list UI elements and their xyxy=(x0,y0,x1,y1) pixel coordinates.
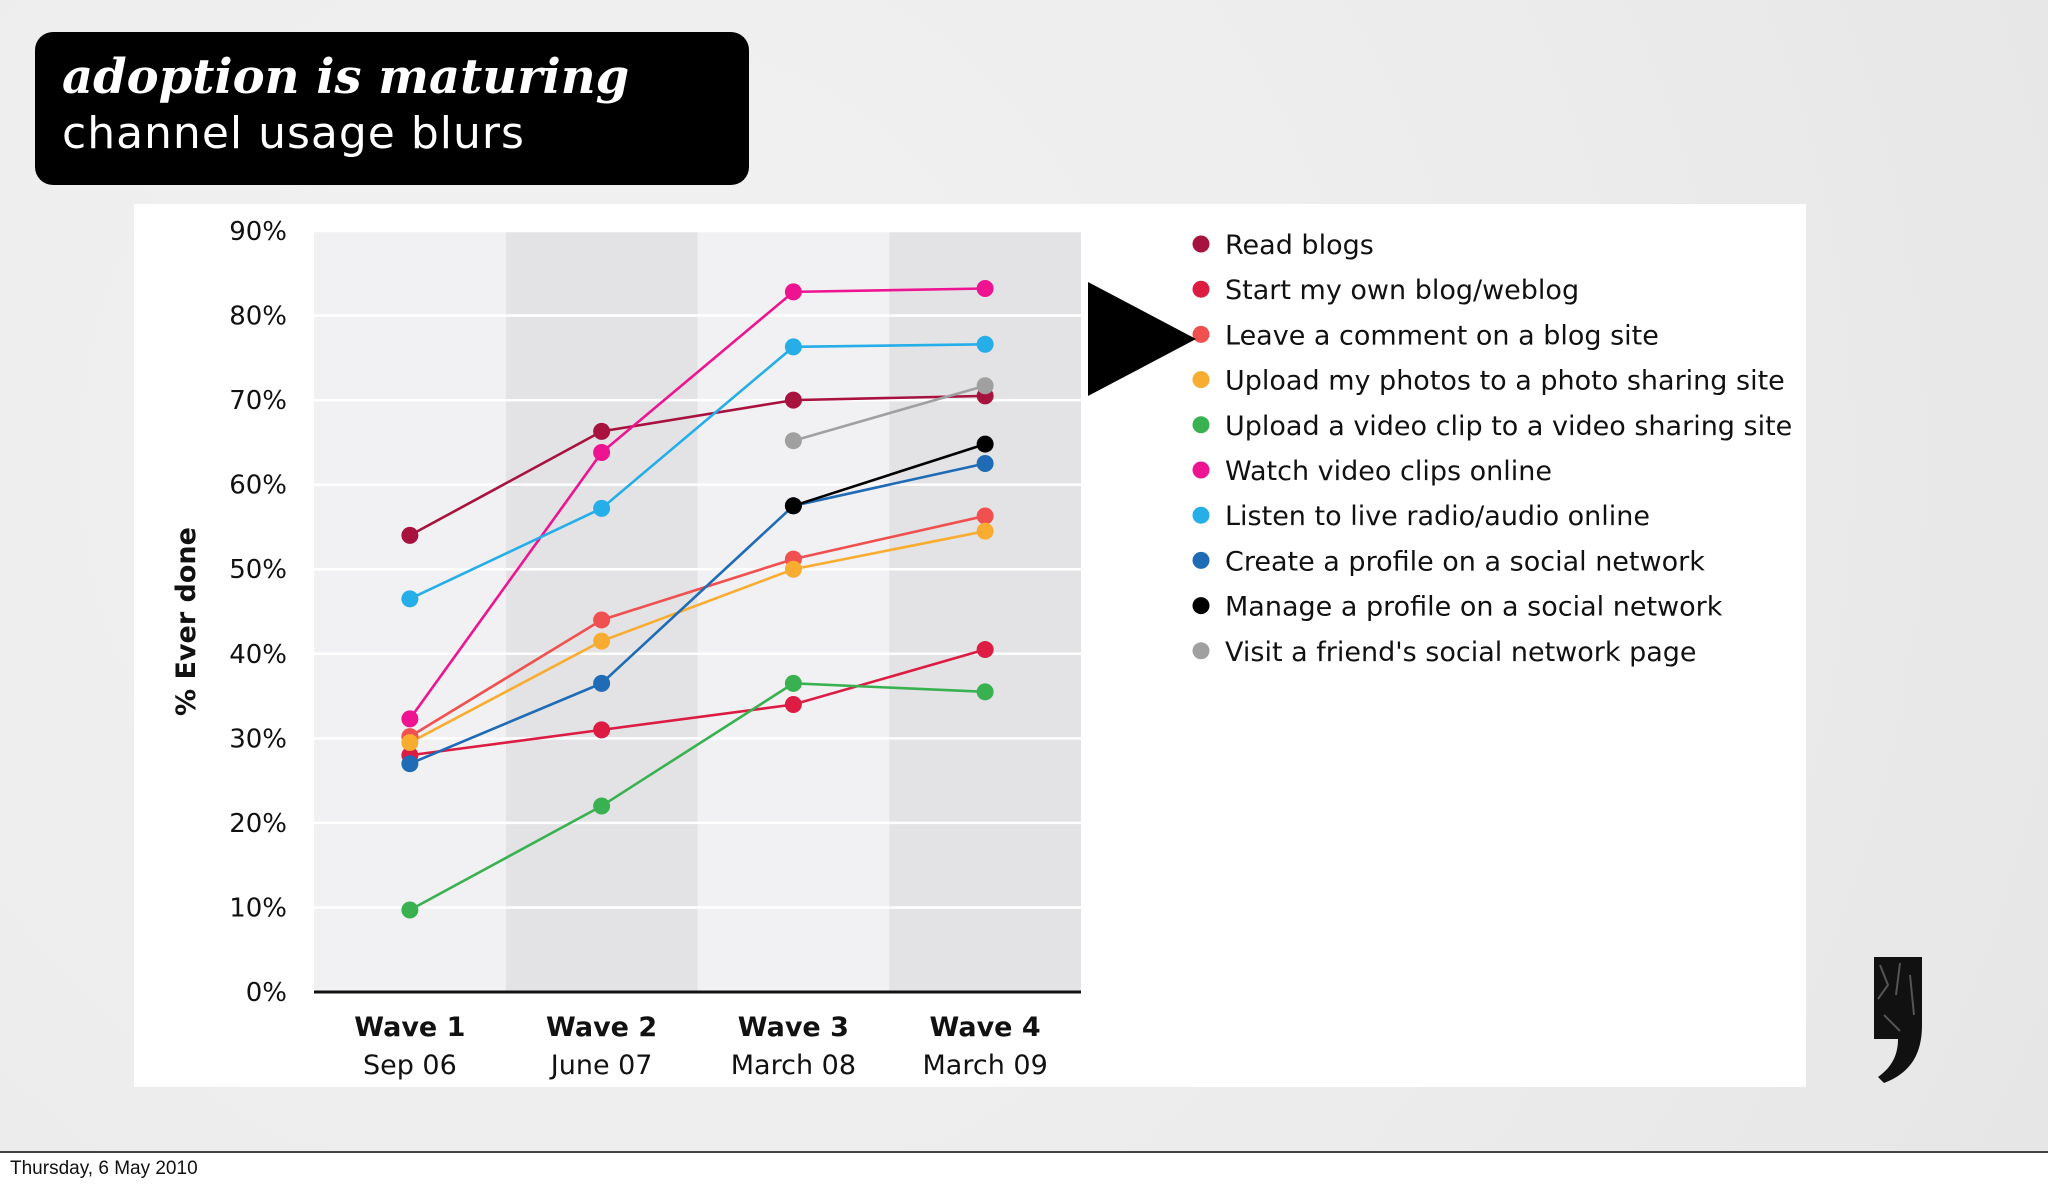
y-axis: 0% 10% 20% 30% 40% 50% 60% 70% 80% 90% % Ever done xyxy=(171,217,287,1008)
x-tick-label-date: March 08 xyxy=(731,1050,856,1081)
data-point xyxy=(593,422,611,440)
data-point xyxy=(401,755,419,773)
legend-swatch xyxy=(1192,461,1210,479)
legend-label: Visit a friend's social network page xyxy=(1225,637,1697,668)
legend-swatch xyxy=(1192,416,1210,434)
legend-swatch xyxy=(1192,235,1210,253)
y-tick-label: 40% xyxy=(229,640,287,670)
series-line-2 xyxy=(409,648,986,757)
legend-swatch xyxy=(1192,506,1210,524)
data-point xyxy=(784,674,802,692)
y-tick-label: 30% xyxy=(229,724,287,754)
series-line-7 xyxy=(409,343,986,600)
legend-swatch xyxy=(1192,280,1210,298)
plot-band-3 xyxy=(697,231,890,992)
legend-label: Create a profile on a social network xyxy=(1225,546,1705,577)
y-axis-label: % Ever done xyxy=(171,527,202,716)
legend-swatch xyxy=(1192,325,1210,343)
data-point xyxy=(784,391,802,409)
footer-bar: Thursday, 6 May 2010 xyxy=(0,1151,2048,1184)
legend-label: Read blogs xyxy=(1225,230,1374,261)
series-points xyxy=(401,279,994,919)
legend-swatch xyxy=(1192,371,1210,389)
chart-panel: 0% 10% 20% 30% 40% 50% 60% 70% 80% 90% % Ever done… xyxy=(134,204,1806,1087)
x-axis: Wave 1 Sep 06 Wave 2 June 07 Wave 3 March 08 W… xyxy=(314,990,1081,1081)
legend-label: Start my own blog/weblog xyxy=(1225,275,1579,306)
title-box: adoption is maturing channel usage blurs xyxy=(35,32,749,185)
data-point xyxy=(976,522,994,540)
series-lines xyxy=(408,287,986,912)
legend-label: Upload my photos to a photo sharing site xyxy=(1225,366,1785,397)
legend: Read blogs Start my own blog/weblog Leave … xyxy=(1192,230,1792,668)
grid-lines xyxy=(314,229,1081,909)
y-tick-label: 70% xyxy=(229,386,287,416)
footer-date: Thursday, 6 May 2010 xyxy=(10,1158,198,1179)
data-point xyxy=(784,696,802,714)
data-point xyxy=(784,432,802,450)
slide-title: adoption is maturing xyxy=(62,49,630,105)
data-point xyxy=(784,338,802,356)
y-tick-label: 60% xyxy=(229,471,287,501)
x-tick-label-wave: Wave 1 xyxy=(354,1012,465,1043)
y-tick-label: 20% xyxy=(229,809,287,839)
series-line-10 xyxy=(793,384,986,442)
y-tick-label: 80% xyxy=(229,302,287,332)
series-line-4 xyxy=(409,529,986,744)
data-point xyxy=(593,721,611,739)
y-tick-label: 10% xyxy=(229,893,287,923)
x-tick-label-date: Sep 06 xyxy=(363,1050,457,1081)
legend-label: Listen to live radio/audio online xyxy=(1225,501,1650,532)
plot-band-4 xyxy=(889,231,1081,992)
x-tick-label-date: June 07 xyxy=(549,1050,653,1081)
legend-label: Upload a video clip to a video sharing s… xyxy=(1225,411,1792,442)
series-line-9 xyxy=(792,442,986,508)
slide-subtitle: channel usage blurs xyxy=(62,108,525,159)
series-line-6 xyxy=(408,287,986,720)
legend-swatch xyxy=(1192,597,1210,615)
data-point xyxy=(401,734,419,752)
data-point xyxy=(976,683,994,701)
data-point xyxy=(401,710,419,728)
data-point xyxy=(593,674,611,692)
legend-label: Watch video clips online xyxy=(1225,456,1552,487)
series-line-3 xyxy=(409,514,986,738)
data-point xyxy=(593,611,611,629)
comma-logo-icon xyxy=(1874,957,1922,1083)
data-point xyxy=(976,641,994,659)
series-line-5 xyxy=(409,682,986,912)
y-tick-label: 0% xyxy=(246,978,287,1008)
data-point xyxy=(784,283,802,301)
data-point xyxy=(784,560,802,578)
data-point xyxy=(976,335,994,353)
series-line-8 xyxy=(409,462,986,765)
data-point xyxy=(976,455,994,473)
slide-background: adoption is maturing channel usage blurs… xyxy=(0,0,2048,1151)
legend-swatch xyxy=(1192,551,1210,569)
legend-swatch xyxy=(1192,642,1210,660)
x-tick-label-wave: Wave 3 xyxy=(738,1012,849,1043)
data-point xyxy=(593,632,611,650)
legend-label: Leave a comment on a blog site xyxy=(1225,320,1659,351)
data-point xyxy=(593,797,611,815)
y-tick-label: 50% xyxy=(229,555,287,585)
data-point xyxy=(593,444,611,462)
x-tick-label-date: March 09 xyxy=(923,1050,1048,1081)
data-point xyxy=(401,901,419,919)
data-point xyxy=(976,507,994,525)
data-point xyxy=(401,526,419,544)
data-point xyxy=(401,590,419,608)
legend-label: Manage a profile on a social network xyxy=(1225,592,1723,623)
x-tick-label-wave: Wave 4 xyxy=(930,1012,1041,1043)
data-point xyxy=(976,435,994,453)
line-chart: 0% 10% 20% 30% 40% 50% 60% 70% 80% 90% % Ever done… xyxy=(171,217,1792,1081)
y-tick-label: 90% xyxy=(229,217,287,247)
right-pointing-triangle-icon xyxy=(1088,282,1196,396)
data-point xyxy=(593,499,611,517)
data-point xyxy=(976,279,994,297)
series-line-1 xyxy=(409,394,986,537)
data-point xyxy=(784,497,802,515)
x-tick-label-wave: Wave 2 xyxy=(546,1012,657,1043)
plot-band-1 xyxy=(314,231,506,992)
data-point xyxy=(976,377,994,395)
